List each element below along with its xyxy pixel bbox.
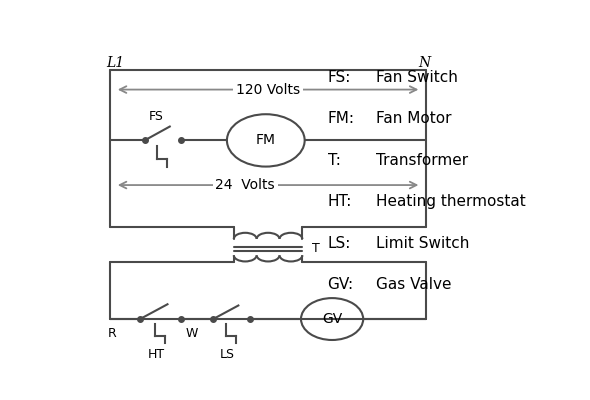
Text: Fan Motor: Fan Motor	[376, 111, 451, 126]
Text: W: W	[186, 327, 198, 340]
Text: LS: LS	[219, 348, 234, 361]
Text: Gas Valve: Gas Valve	[376, 278, 451, 292]
Text: L1: L1	[106, 56, 124, 70]
Text: T: T	[312, 242, 319, 255]
Text: Transformer: Transformer	[376, 153, 468, 168]
Text: HT:: HT:	[327, 194, 352, 209]
Text: FS: FS	[149, 110, 164, 124]
Text: GV: GV	[322, 312, 342, 326]
Text: R: R	[108, 327, 117, 340]
Text: 120 Volts: 120 Volts	[236, 82, 300, 96]
Text: HT: HT	[148, 348, 165, 361]
Text: Fan Switch: Fan Switch	[376, 70, 457, 84]
Text: T:: T:	[327, 153, 340, 168]
Text: FM:: FM:	[327, 111, 355, 126]
Text: 24  Volts: 24 Volts	[215, 178, 275, 192]
Text: Heating thermostat: Heating thermostat	[376, 194, 525, 209]
Text: LS:: LS:	[327, 236, 351, 251]
Text: Limit Switch: Limit Switch	[376, 236, 469, 251]
Text: FS:: FS:	[327, 70, 351, 84]
Text: N: N	[418, 56, 431, 70]
Text: GV:: GV:	[327, 278, 353, 292]
Text: FM: FM	[256, 134, 276, 148]
